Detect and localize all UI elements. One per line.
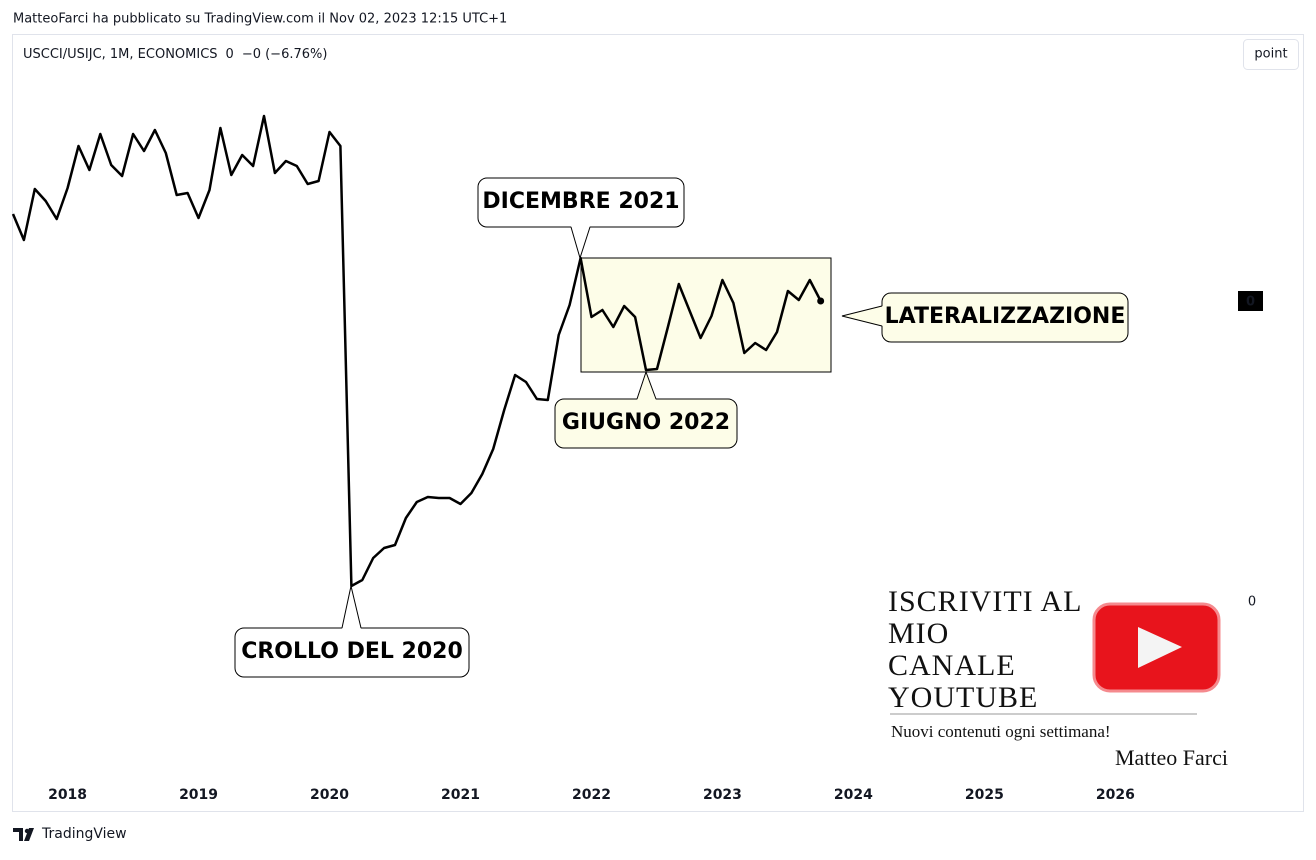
callout-label: DICEMBRE 2021	[482, 189, 679, 214]
footer: TradingView	[13, 826, 127, 842]
x-tick-label: 2024	[834, 787, 873, 803]
callout-label: GIUGNO 2022	[562, 410, 730, 435]
callout-pointer-line	[341, 585, 362, 629]
callout-pointer-line	[636, 370, 657, 400]
callout: CROLLO DEL 2020	[234, 585, 470, 678]
callout: DICEMBRE 2021	[477, 177, 685, 260]
last-point	[817, 297, 825, 305]
promo: ISCRIVITI AL MIO CANALE YOUTUBE Nuovi co…	[888, 585, 1228, 770]
point-button-label[interactable]: point	[1254, 47, 1287, 62]
last-value-tag	[1238, 291, 1263, 311]
promo-title: YOUTUBE	[888, 681, 1038, 714]
promo-title: CANALE	[888, 649, 1016, 682]
callout-pointer-line	[841, 305, 883, 327]
legend-symbol: USCCI/USIJC, 1M, ECONOMICS	[23, 47, 218, 62]
x-tick-label: 2020	[310, 787, 349, 803]
x-tick-label: 2019	[179, 787, 218, 803]
footer-brand: TradingView	[41, 826, 127, 842]
tv-logo-dot	[24, 828, 30, 834]
y-tick-label: 0	[1248, 595, 1256, 610]
youtube-play	[1138, 627, 1182, 668]
legend: USCCI/USIJC, 1M, ECONOMICS 0 −0 (−6.76%)	[23, 47, 327, 62]
x-tick-label: 2023	[703, 787, 742, 803]
callout: LATERALIZZAZIONE	[841, 292, 1129, 343]
tv-logo	[13, 828, 34, 841]
x-tick-label: 2021	[441, 787, 480, 803]
callout-pointer	[571, 226, 590, 258]
last-value-label: 0	[1246, 295, 1255, 310]
x-tick-label: 2025	[965, 787, 1004, 803]
x-tick-label: 2026	[1096, 787, 1135, 803]
x-tick-label: 2018	[48, 787, 87, 803]
range-box	[580, 257, 832, 373]
callout-pointer	[342, 586, 361, 629]
callout-label: LATERALIZZAZIONE	[885, 304, 1126, 329]
x-tick-label: 2022	[572, 787, 611, 803]
callout-pointer	[637, 372, 656, 400]
callout-pointer-line	[570, 226, 591, 260]
callout-label: CROLLO DEL 2020	[241, 639, 463, 664]
plot: 2018 2019 2020 2021 2022 2023 2024 2025 2026 0 0	[11, 114, 1263, 803]
promo-author: Matteo Farci	[1115, 745, 1228, 770]
promo-subtitle: Nuovi contenuti ogni settimana!	[891, 722, 1111, 741]
promo-title: ISCRIVITI AL	[888, 585, 1083, 618]
promo-title: MIO	[888, 617, 949, 650]
series-line	[11, 114, 822, 588]
legend-change: −0 (−6.76%)	[242, 47, 328, 62]
legend-price: 0	[226, 47, 234, 62]
header: MatteoFarci ha pubblicato su TradingView…	[13, 12, 507, 27]
callout: GIUGNO 2022	[554, 370, 738, 449]
callout-pointer	[842, 306, 883, 326]
point-button[interactable]	[1243, 39, 1299, 70]
